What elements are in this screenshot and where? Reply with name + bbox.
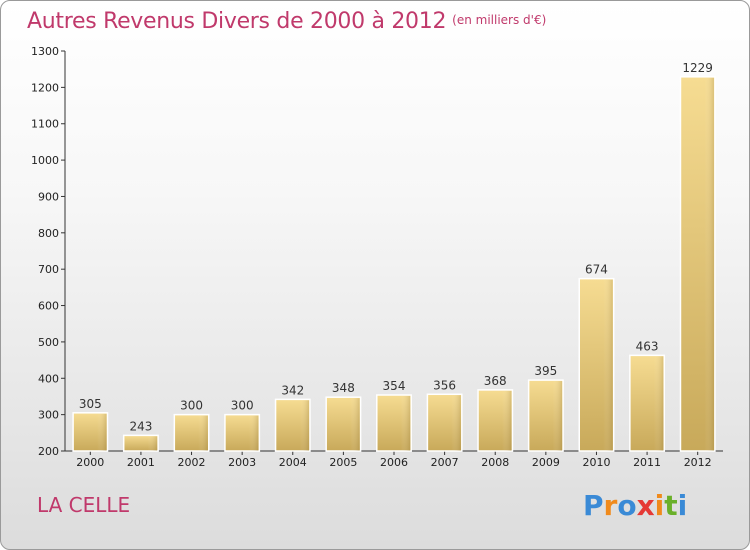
bar-shade-2010 (603, 279, 613, 451)
bar-shade-2001 (147, 436, 158, 451)
value-label: 300 (231, 399, 254, 413)
x-tick-label: 2008 (481, 456, 509, 469)
value-label: 356 (433, 378, 456, 392)
logo-letter: r (603, 489, 618, 522)
bar-shade-2004 (299, 400, 309, 451)
value-labels: 305 243 300 300 342 348 354 356 368 395 674 463 1229 (79, 61, 713, 434)
bar-shade-2007 (451, 395, 461, 451)
chart-title: Autres Revenus Divers de 2000 à 2012 (27, 9, 447, 34)
x-tick-label: 2000 (76, 456, 104, 469)
logo-letter: P (583, 489, 604, 522)
x-tick-label: 2002 (178, 456, 206, 469)
y-tick-label: 1100 (31, 118, 59, 131)
axes: 200 300 400 500 600 700 800 900 1000 1100 1200 1300… (31, 45, 723, 469)
value-label: 674 (585, 263, 608, 277)
value-label: 395 (534, 364, 557, 378)
bar-shade-2008 (502, 390, 512, 451)
logo-letter: x (636, 489, 655, 522)
logo-letter: o (617, 489, 637, 522)
logo-letter: t (664, 489, 678, 522)
value-label: 305 (79, 397, 102, 411)
value-label: 368 (484, 374, 507, 388)
x-tick-label: 2003 (228, 456, 256, 469)
commune-name: LA CELLE (37, 493, 131, 517)
bar-shade-2000 (97, 413, 107, 451)
logo-letter: i (677, 489, 688, 522)
x-tick-label: 2012 (684, 456, 712, 469)
value-label: 463 (636, 339, 659, 353)
x-tick-label: 2011 (633, 456, 661, 469)
x-tick-label: 2005 (329, 456, 357, 469)
bar-shade-2012 (704, 77, 714, 452)
y-tick-label: 800 (38, 227, 59, 240)
y-tick-label: 700 (38, 263, 59, 276)
y-tick-label: 600 (38, 300, 59, 313)
bar-shade-2011 (653, 356, 664, 451)
x-tick-label: 2010 (582, 456, 610, 469)
value-label: 348 (332, 381, 355, 395)
y-tick-label: 1300 (31, 45, 59, 58)
y-tick-label: 1200 (31, 81, 59, 94)
bar-shade-2009 (552, 381, 563, 451)
value-label: 342 (281, 383, 304, 397)
y-tick-label: 300 (38, 409, 59, 422)
bar-shade-2003 (249, 415, 259, 451)
y-tick-label: 400 (38, 372, 59, 385)
bar-shade-2005 (350, 398, 360, 451)
value-label: 1229 (682, 61, 713, 75)
x-tick-label: 2009 (532, 456, 560, 469)
bar-shade-2006 (400, 396, 411, 451)
y-tick-label: 1000 (31, 154, 59, 167)
proxiti-logo: Proxiti (583, 489, 687, 522)
bar-shade-2002 (198, 415, 208, 451)
value-label: 354 (383, 379, 406, 393)
chart-title-block: Autres Revenus Divers de 2000 à 2012 (en … (27, 9, 546, 34)
x-tick-label: 2004 (279, 456, 307, 469)
x-tick-label: 2007 (431, 456, 459, 469)
x-tick-label: 2006 (380, 456, 408, 469)
logo-letter: i (654, 489, 665, 522)
value-label: 300 (180, 399, 203, 413)
chart-subtitle: (en milliers d'€) (452, 13, 547, 27)
x-tick-label: 2001 (127, 456, 155, 469)
y-tick-label: 500 (38, 336, 59, 349)
y-tick-label: 900 (38, 190, 59, 203)
bars (72, 76, 716, 452)
value-label: 243 (129, 419, 152, 433)
y-tick-label: 200 (38, 445, 59, 458)
